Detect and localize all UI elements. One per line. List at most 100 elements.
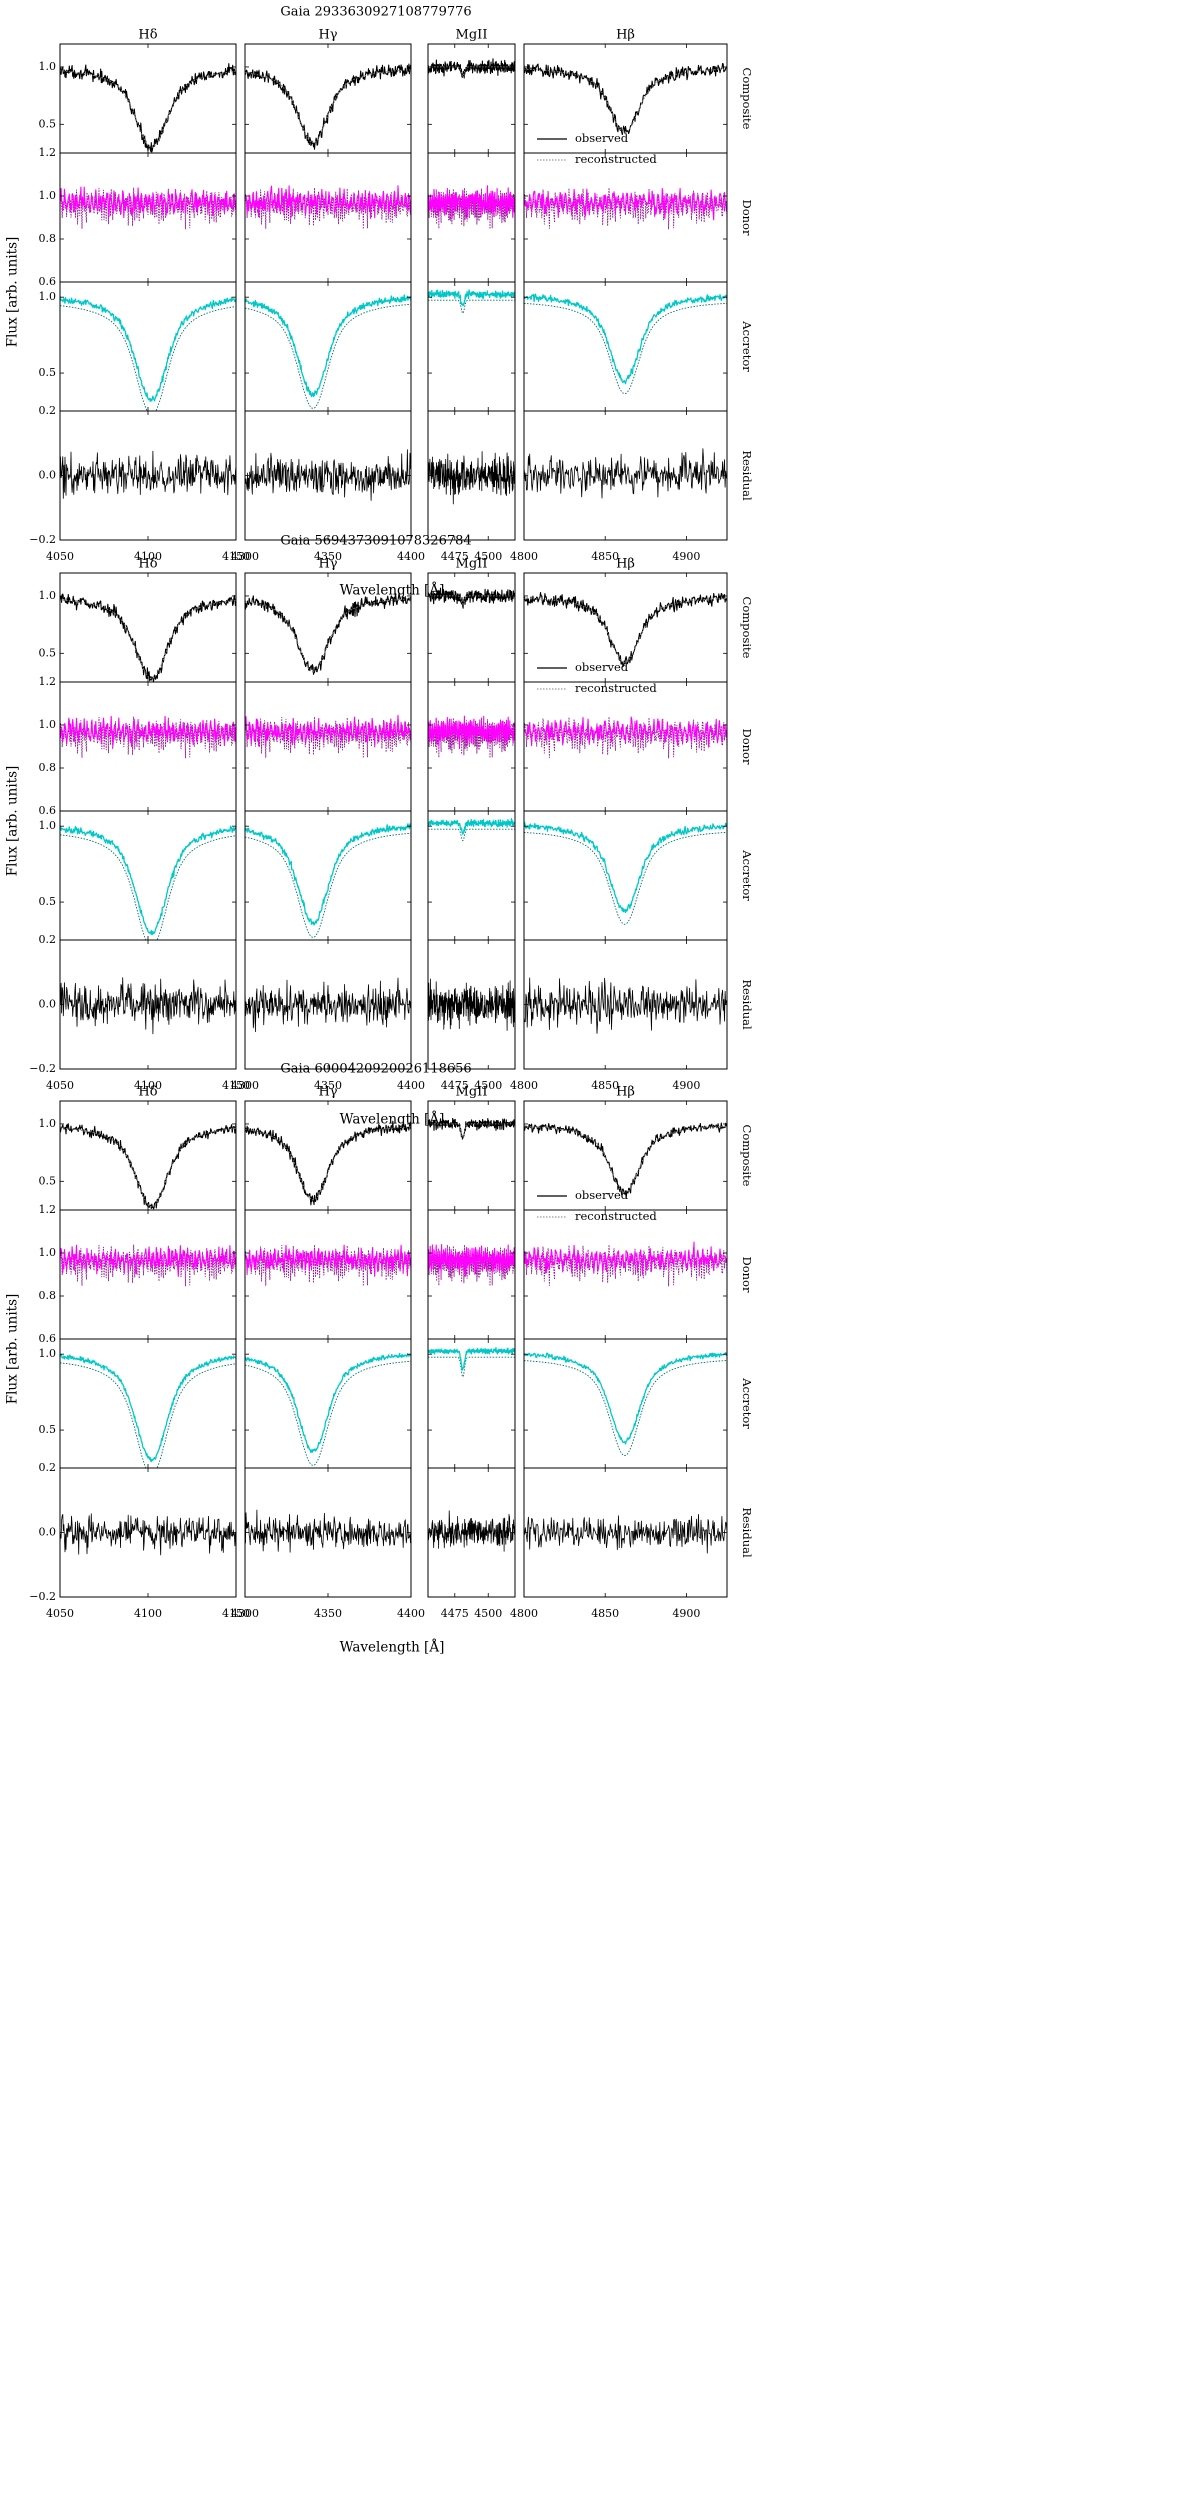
x-tick-label: 4800 [510,1079,538,1092]
series-reconstructed [60,1127,236,1207]
x-tick-label: 4850 [591,1607,619,1620]
series-observed [524,1122,727,1198]
x-tick-label: 4350 [314,1607,342,1620]
legend: observed reconstructed [537,660,657,695]
series-reconstructed [428,595,515,605]
panel-residual-1 [244,410,412,541]
series-reconstructed [60,599,236,679]
series-reconstructed [428,66,515,77]
spectral-figure-2: Gaia 5694373091078326784 Wavelength [Å] Fl… [5,534,753,1128]
x-axis-label: Wavelength [Å] [340,1112,445,1128]
series-residual [524,1514,727,1554]
series-donor-observed [428,715,515,750]
x-tick-label: 4900 [672,1079,700,1092]
series-donor-reconstructed [524,716,727,759]
x-tick-label: 4350 [314,550,342,563]
series-donor-observed [524,716,727,748]
series-donor-reconstructed [524,1244,727,1287]
series-accretor-reconstructed [60,305,236,411]
y-tick-label: 0.5 [39,1174,57,1187]
series-residual [245,1509,411,1553]
series-accretor-reconstructed [524,302,727,395]
column-title: Hδ [138,557,157,572]
series-reconstructed [524,1125,727,1194]
y-tick-label: 1.0 [39,718,57,731]
y-axis-label: Flux [arb. units] [5,766,21,877]
series-donor-observed [524,187,727,221]
x-axis-label: Wavelength [Å] [340,1640,445,1656]
figure-title: Gaia 2933630927108779776 [280,5,471,20]
column-title: Hβ [616,28,635,43]
series-accretor-observed [245,823,411,926]
x-tick-label: 4050 [46,550,74,563]
x-tick-label: 4350 [314,1079,342,1092]
figure-title: Gaia 5694373091078326784 [280,534,471,549]
x-tick-label: 4100 [134,550,162,563]
y-tick-label: 1.0 [39,290,57,303]
y-tick-label: 0.6 [39,804,57,817]
row-label: Composite [740,1125,752,1187]
y-tick-label: 0.2 [39,1461,57,1474]
series-accretor-observed [524,821,727,914]
y-tick-label: 1.0 [39,819,57,832]
row-label: Composite [740,597,752,659]
y-axis-label: Flux [arb. units] [5,237,21,348]
y-tick-label: 1.2 [39,146,57,159]
series-residual [245,977,411,1033]
series-residual [428,1510,515,1552]
legend-label-observed: observed [575,1188,629,1202]
x-tick-label: 4150 [222,550,250,563]
series-reconstructed [245,69,411,144]
series-observed [245,1120,411,1206]
y-tick-label: 1.2 [39,675,57,688]
series-residual [60,1513,236,1556]
panel-accretor-0 [59,281,237,412]
series-reconstructed [524,597,727,663]
panel-donor-1 [244,681,412,812]
y-axis-label: Flux [arb. units] [5,1294,21,1405]
x-tick-label: 4850 [591,550,619,563]
x-tick-label: 4400 [397,550,425,563]
y-tick-label: 0.2 [39,404,57,417]
series-accretor-observed [524,1352,727,1445]
series-accretor-observed [428,289,515,307]
row-label: Donor [740,200,752,236]
x-tick-label: 4800 [510,550,538,563]
series-accretor-observed [524,293,727,385]
series-residual [428,978,515,1031]
spectral-figure-1: Gaia 2933630927108779776 Wavelength [Å] Fl… [5,5,753,599]
row-label: Residual [740,1507,752,1558]
series-observed [428,587,515,609]
panel-residual-2 [427,1467,516,1598]
y-tick-label: 1.0 [39,189,57,202]
x-tick-label: 4475 [441,1607,469,1620]
x-tick-label: 4400 [397,1607,425,1620]
row-label: Donor [740,729,752,765]
panel-residual-0 [59,939,237,1070]
x-tick-label: 4100 [134,1607,162,1620]
y-tick-label: 0.2 [39,933,57,946]
spectral-figure-3: Gaia 6000420920026118656 Wavelength [Å] Fl… [5,1062,753,1656]
figure-canvas: Gaia 2933630927108779776 Wavelength [Å] Fl… [4,4,753,1656]
series-donor-reconstructed [524,187,727,230]
x-tick-label: 4500 [474,1607,502,1620]
figure-title: Gaia 6000420920026118656 [280,1062,471,1077]
y-tick-label: 0.5 [39,646,57,659]
panel-residual-0 [59,1467,237,1598]
x-tick-label: 4900 [672,1607,700,1620]
series-accretor-observed [60,825,236,936]
panel-residual-1 [244,1467,412,1598]
column-title: Hγ [318,557,337,572]
y-tick-label: 1.0 [39,589,57,602]
series-accretor-observed [60,295,236,402]
legend: observed reconstructed [537,131,657,166]
y-tick-label: −0.2 [29,533,56,546]
panel-residual-3 [523,1467,728,1598]
y-tick-label: −0.2 [29,1062,56,1075]
legend-label-reconstructed: reconstructed [575,1209,657,1223]
x-tick-label: 4900 [672,550,700,563]
y-tick-label: 0.8 [39,761,57,774]
row-label: Donor [740,1257,752,1293]
row-label: Residual [740,450,752,501]
series-residual [245,449,411,501]
